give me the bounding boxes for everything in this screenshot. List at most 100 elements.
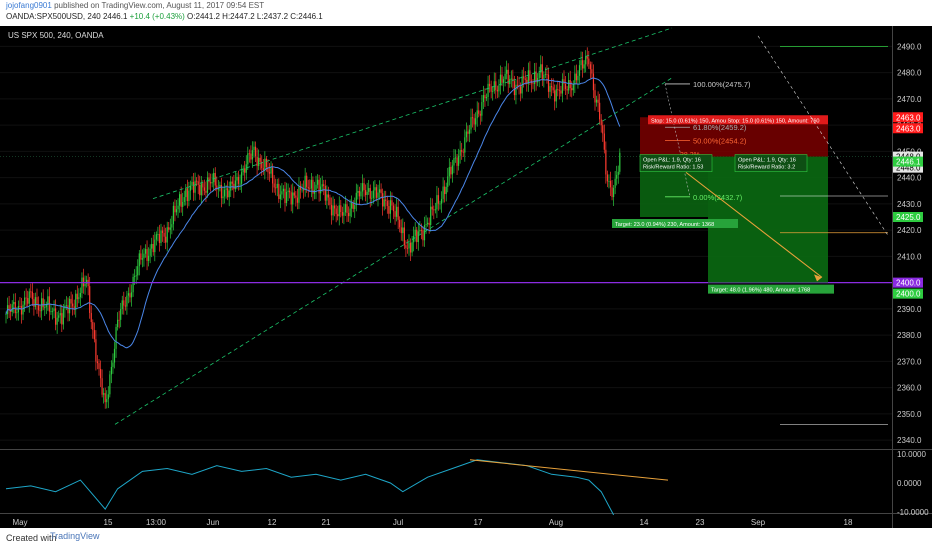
candle-body <box>352 202 354 210</box>
future-projection-line <box>757 35 889 236</box>
candle-body <box>191 181 193 186</box>
candle-body <box>382 193 384 207</box>
stop-label: Stop: 15.0 (0.61%) 150, Amou Stop: 15.0 … <box>651 118 820 124</box>
candle-body <box>510 78 512 80</box>
candle-body <box>478 110 480 114</box>
candle-body <box>115 326 117 349</box>
rr-text: Risk/Reward Ratio: 3.2 <box>738 165 795 171</box>
candle-body <box>298 185 300 203</box>
candle-body <box>123 300 125 306</box>
candle-body <box>599 102 601 120</box>
candle-body <box>219 184 221 188</box>
candle-body <box>546 74 548 76</box>
candle-body <box>241 172 243 184</box>
candle-body <box>377 192 379 198</box>
candle-body <box>270 167 272 174</box>
candle-body <box>96 361 99 364</box>
candle-body <box>76 293 78 300</box>
candle-body <box>53 308 55 311</box>
candle-body <box>523 76 525 79</box>
candle-body <box>577 75 579 81</box>
candle-body <box>416 229 418 243</box>
candle-body <box>134 276 136 277</box>
candle-body <box>619 152 621 172</box>
candle-body <box>213 173 215 183</box>
candle-body <box>563 79 565 84</box>
candle-body <box>93 330 95 340</box>
candle-body <box>397 206 399 220</box>
candle-body <box>231 181 233 184</box>
tradingview-logo[interactable]: TradingView <box>50 531 100 541</box>
candle-body <box>354 205 356 210</box>
candle-body <box>154 239 156 253</box>
candle-body <box>513 81 515 96</box>
candle-body <box>436 195 438 210</box>
candle-body <box>489 83 491 87</box>
candle-body <box>442 186 444 199</box>
candle-body <box>537 78 539 83</box>
candle-body <box>490 86 492 92</box>
candle-body <box>332 205 334 216</box>
candle-body <box>292 192 294 205</box>
candle-body <box>107 394 109 400</box>
candle-body <box>408 242 410 249</box>
candle-body <box>454 157 457 159</box>
candle-body <box>262 168 264 171</box>
candle-body <box>140 253 142 260</box>
candle-body <box>554 90 556 102</box>
candle-body <box>242 168 244 173</box>
candle-body <box>253 146 255 151</box>
candle-body <box>268 172 271 174</box>
candle-body <box>10 310 12 312</box>
time-axis: May 15 13:00 Jun 12 21 Jul 17 Aug 14 23 Sep 18 <box>12 518 853 527</box>
y-tick-label: 2470.0 <box>897 95 922 104</box>
fib-level-label: 61.80%(2459.2) <box>693 123 747 132</box>
channel-lower <box>114 77 673 425</box>
candle-body <box>259 157 261 162</box>
candle-body <box>430 206 432 225</box>
price-axis: 2340.0 2350.0 2360.0 2370.0 2380.0 2390.0 2400… <box>893 42 923 445</box>
candle-body <box>369 188 371 199</box>
target-long-label: Target: 48.0 (1.96%) 480, Amount: 1768 <box>711 288 810 294</box>
candle-body <box>338 205 340 217</box>
candle-body <box>301 189 303 191</box>
candle-body <box>42 298 44 308</box>
candle-body <box>36 297 38 306</box>
price-axis-label: 2425.0 <box>896 213 921 222</box>
candle-body <box>368 188 370 192</box>
price-axis-label-bg <box>893 112 923 123</box>
fib-trend-line <box>664 83 691 197</box>
author-link[interactable]: jojofang0901 <box>6 1 52 10</box>
candle-body <box>571 88 573 91</box>
candle-body <box>375 187 378 198</box>
chart-area[interactable]: US SPX 500, 240, OANDA 100.00%(2475.7) 61… <box>0 26 932 528</box>
candle-body <box>591 69 593 74</box>
candle-body <box>81 277 83 293</box>
candle-body <box>189 185 192 191</box>
candle-body <box>374 187 376 191</box>
candle-body <box>180 194 182 207</box>
candle-body <box>151 243 153 249</box>
candle-body <box>324 185 326 201</box>
candle-body <box>137 266 139 276</box>
chart-svg[interactable]: US SPX 500, 240, OANDA 100.00%(2475.7) 61… <box>0 26 932 528</box>
candle-body <box>37 305 40 311</box>
candle-body <box>597 99 599 103</box>
pnl-text: Open P&L: 1.9, Qty: 16 <box>738 158 796 164</box>
candle-body <box>68 298 71 314</box>
candle-body <box>448 166 450 177</box>
candle-body <box>99 368 102 379</box>
candle-body <box>575 73 577 81</box>
divergence-line <box>469 459 669 481</box>
candle-body <box>380 189 382 194</box>
candle-body <box>476 110 478 119</box>
candle-body <box>129 293 131 298</box>
candle-body <box>392 205 395 212</box>
pnl-box <box>639 154 713 172</box>
candle-body <box>216 185 218 190</box>
candle-body <box>13 302 15 305</box>
candle-body <box>544 74 546 76</box>
candle-body <box>439 203 441 205</box>
y-tick-label: 2360.0 <box>897 384 922 393</box>
candle-body <box>166 227 168 243</box>
